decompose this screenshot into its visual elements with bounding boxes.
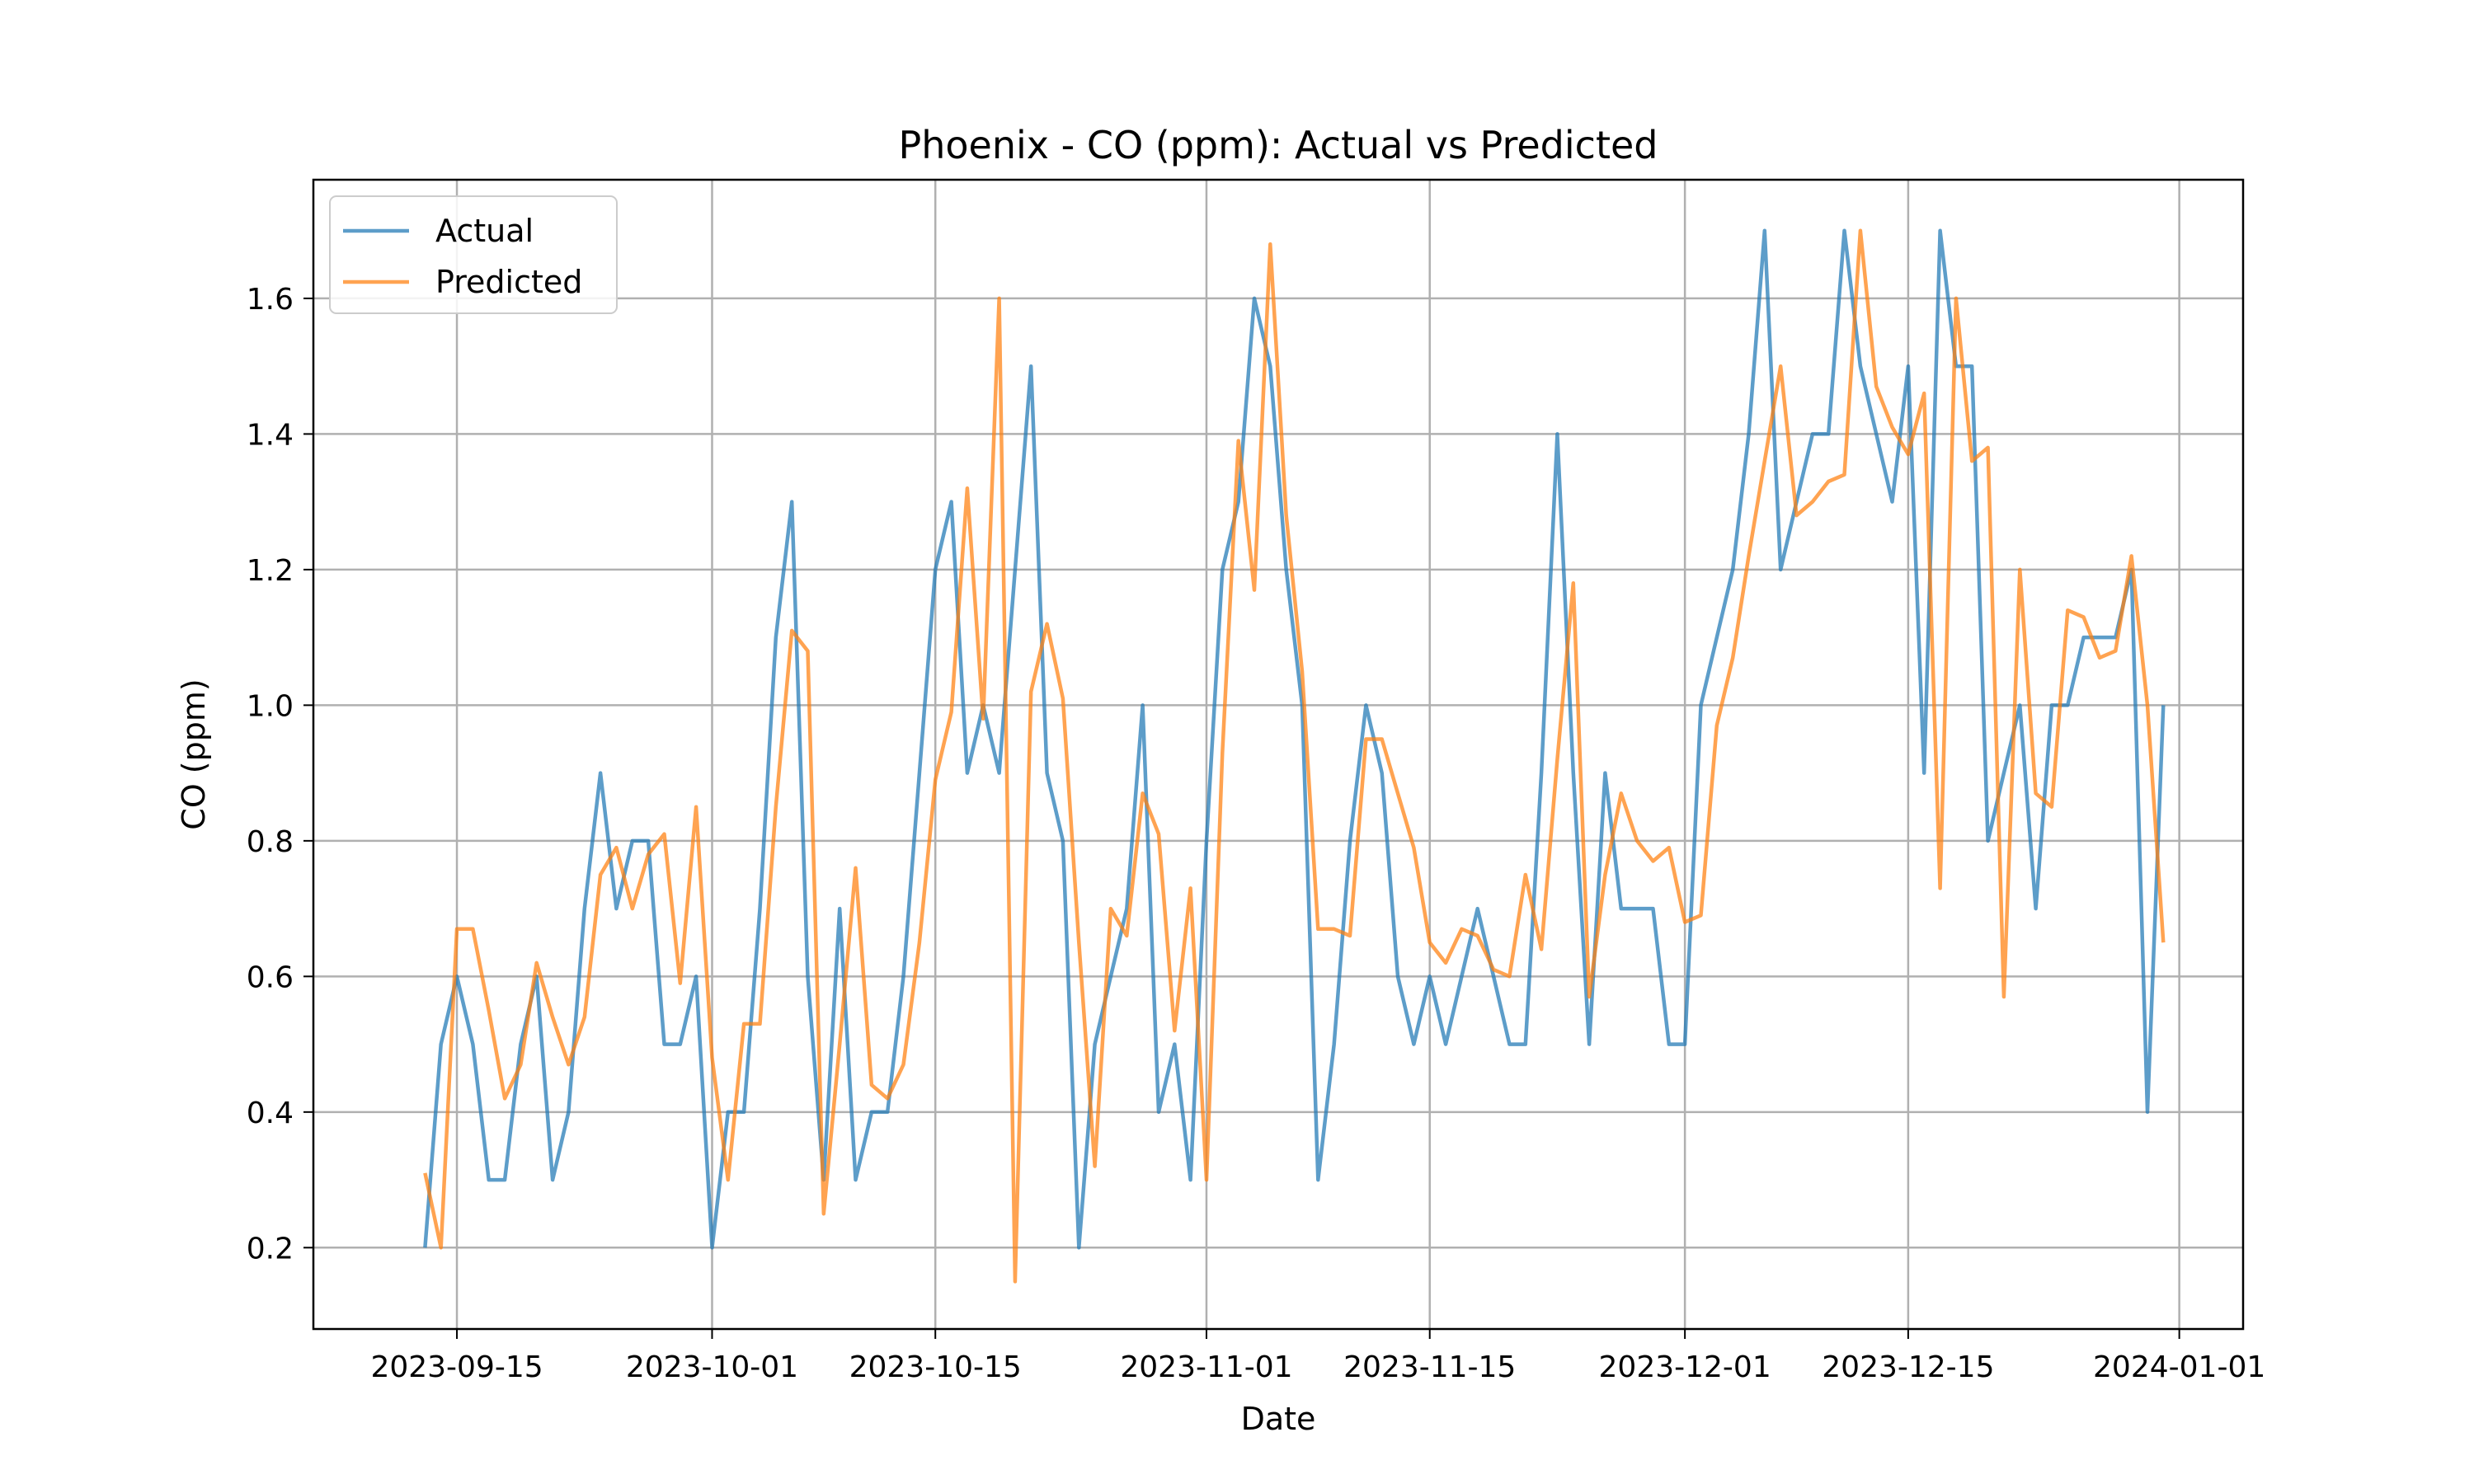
legend-box xyxy=(329,195,618,314)
y-tick-label: 0.2 xyxy=(247,1232,294,1266)
y-tick-label: 1.4 xyxy=(247,418,294,452)
series-lines xyxy=(423,228,2166,1284)
x-tick-label: 2023-11-15 xyxy=(1343,1350,1516,1384)
series-line-predicted xyxy=(423,228,2166,1284)
x-tick-label: 2023-09-15 xyxy=(370,1350,543,1384)
legend: Actual Predicted xyxy=(329,195,618,314)
x-tick-label: 2024-01-01 xyxy=(2093,1350,2265,1384)
x-tick-label: 2023-12-15 xyxy=(1822,1350,1994,1384)
x-tick-label: 2023-10-15 xyxy=(849,1350,1022,1384)
legend-label-actual: Actual xyxy=(435,213,534,249)
y-tick-label: 1.0 xyxy=(247,689,294,723)
series-line-actual xyxy=(423,228,2166,1250)
legend-label-predicted: Predicted xyxy=(435,264,582,300)
y-axis-label: CO (ppm) xyxy=(176,679,212,829)
y-tick-label: 0.6 xyxy=(247,960,294,994)
y-tick-label: 0.4 xyxy=(247,1097,294,1130)
y-tick-label: 1.6 xyxy=(247,283,294,317)
plot-area-frame xyxy=(312,178,2245,1331)
axis-ticks: 2023-09-15 2023-10-01 2023-10-15 2023-11-01… xyxy=(247,283,2266,1384)
x-tick-label: 2023-11-01 xyxy=(1120,1350,1292,1384)
x-tick-label: 2023-10-01 xyxy=(626,1350,798,1384)
y-tick-label: 0.8 xyxy=(247,825,294,859)
grid xyxy=(313,180,2243,1329)
x-tick-label: 2023-12-01 xyxy=(1599,1350,1771,1384)
chart-title: Phoenix - CO (ppm): Actual vs Predicted xyxy=(899,123,1658,167)
y-tick-label: 1.2 xyxy=(247,554,294,588)
x-axis-label: Date xyxy=(1241,1401,1316,1437)
